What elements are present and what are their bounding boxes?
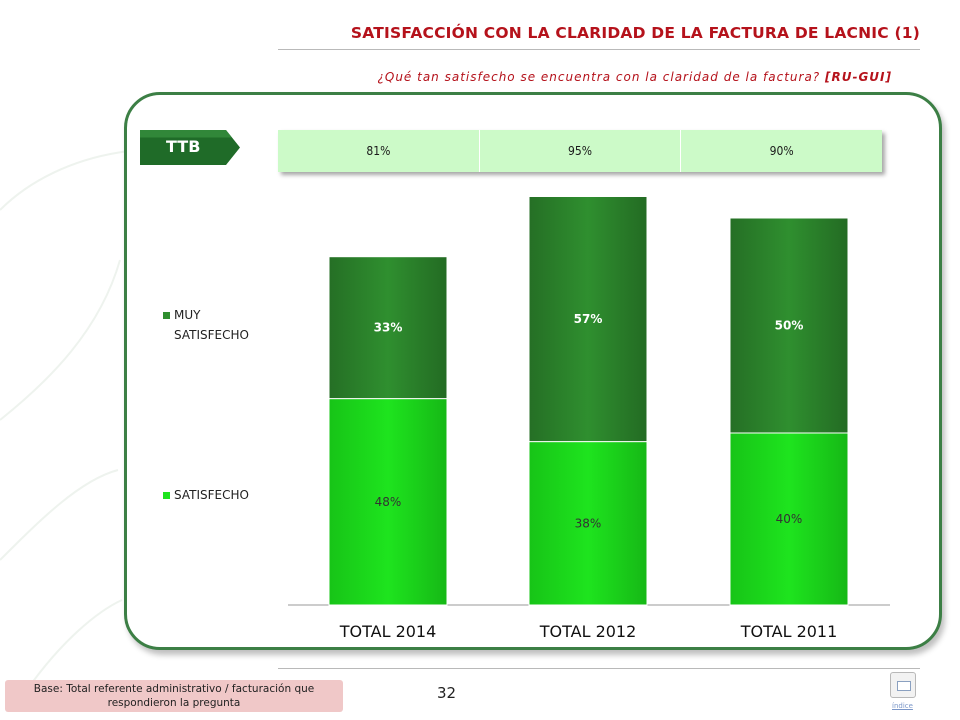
question-label: ¿Qué tan satisfecho se encuentra con la … — [377, 70, 821, 84]
page-number: 32 — [437, 684, 457, 702]
legend-swatch — [163, 492, 170, 499]
data-label: 50% — [775, 319, 804, 333]
index-link[interactable]: índice — [892, 702, 913, 710]
ttb-label: TTB — [166, 137, 201, 156]
ttb-row: 81% 95% 90% — [278, 130, 882, 172]
legend-label: MUY SATISFECHO — [174, 308, 249, 342]
x-tick-label: TOTAL 2011 — [740, 622, 838, 641]
question-text: ¿Qué tan satisfecho se encuentra con la … — [378, 70, 893, 84]
index-icon[interactable] — [890, 672, 916, 698]
bar-segment-satisfecho — [729, 432, 849, 606]
bar-segment-muy-satisfecho — [528, 196, 648, 443]
data-label: 48% — [375, 495, 402, 509]
base-note: Base: Total referente administrativo / f… — [5, 680, 343, 712]
data-label: 57% — [574, 312, 603, 326]
bar-segment-satisfecho — [328, 398, 448, 606]
page-title: SATISFACCIÓN CON LA CLARIDAD DE LA FACTU… — [350, 24, 920, 42]
data-label: 33% — [374, 321, 403, 335]
question-code: [RU-GUI] — [825, 70, 892, 84]
ttb-arrow-tag — [140, 130, 240, 165]
title-divider — [278, 49, 920, 50]
legend-item-satisfecho: SATISFECHO — [163, 485, 249, 505]
data-label: 38% — [575, 516, 602, 530]
x-tick-label: TOTAL 2012 — [539, 622, 637, 641]
bar-segment-muy-satisfecho — [729, 217, 849, 434]
ttb-value: 81% — [278, 130, 480, 172]
legend-item-muy-satisfecho: MUY SATISFECHO — [163, 305, 273, 345]
footer-divider — [278, 668, 920, 669]
bar-segment-satisfecho — [528, 441, 648, 606]
ttb-value: 95% — [480, 130, 682, 172]
bar-segment-muy-satisfecho — [328, 256, 448, 400]
x-tick-label: TOTAL 2014 — [339, 622, 437, 641]
legend-label: SATISFECHO — [174, 488, 249, 502]
ttb-value: 90% — [769, 144, 794, 158]
legend-swatch — [163, 312, 170, 319]
data-label: 40% — [776, 512, 803, 526]
